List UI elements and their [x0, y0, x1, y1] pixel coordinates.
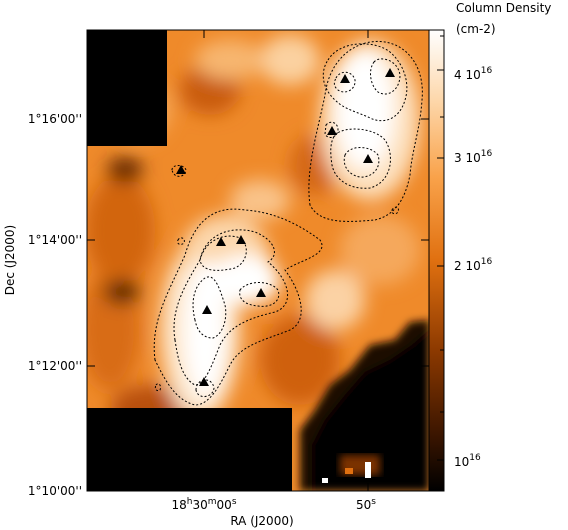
colorbar-tick-label: 2 1016 [454, 257, 492, 273]
colorbar-tick-label: 1016 [454, 453, 481, 469]
y-tick-label: 1°10'00'' [28, 484, 82, 498]
map-ticks [87, 30, 429, 491]
contours [153, 40, 423, 406]
source-marker [199, 377, 209, 386]
source-marker [236, 235, 246, 244]
source-marker [202, 305, 212, 314]
source-marker [256, 288, 266, 297]
source-marker [340, 74, 350, 83]
x-tick-label-1830: 18h30m00s [171, 497, 236, 512]
source-marker [216, 237, 226, 246]
y-tick-label: 1°16'00'' [28, 112, 82, 126]
source-marker [363, 154, 373, 163]
colorbar-title-line2: (cm-2) [456, 22, 496, 36]
x-tick-labels: 18h30m00s 50s [171, 497, 376, 512]
source-marker [385, 68, 395, 77]
colorbar-tick-label: 4 1016 [454, 66, 492, 82]
x-axis-label: RA (J2000) [230, 514, 293, 528]
y-axis-label: Dec (J2000) [3, 225, 17, 295]
source-marker [327, 126, 337, 135]
colorbar-tick-labels: 4 1016 3 1016 2 1016 1016 [454, 66, 492, 469]
x-tick-label-50s: 50s [356, 497, 376, 512]
colorbar-title-line1: Column Density [456, 1, 551, 15]
colorbar [428, 29, 445, 492]
source-marker [176, 165, 186, 174]
colorbar-tick-label: 3 1016 [454, 149, 492, 165]
y-tick-label: 1°14'00'' [28, 233, 82, 247]
y-tick-labels: 1°16'00'' 1°14'00'' 1°12'00'' 1°10'00'' [28, 112, 82, 498]
column-density-map [87, 30, 429, 491]
source-markers [176, 68, 395, 386]
y-tick-label: 1°12'00'' [28, 359, 82, 373]
